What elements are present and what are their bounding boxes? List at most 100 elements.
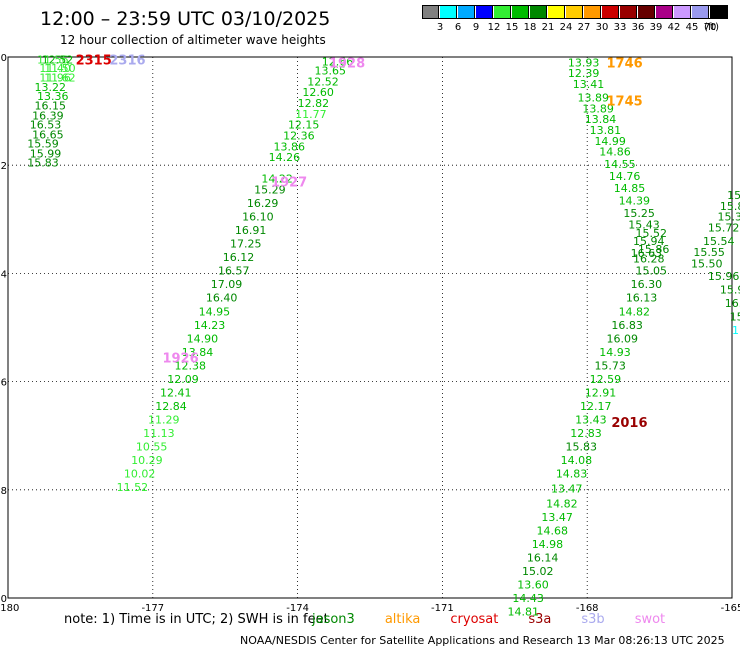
pass-time-label: 1927 xyxy=(271,175,307,190)
legend-swatch xyxy=(458,5,475,19)
wave-height-label: 16.39 xyxy=(32,109,64,122)
wave-height-label: 11.96 xyxy=(39,72,71,85)
wave-height-label: 16.53 xyxy=(30,119,62,132)
wave-height-label: 15.05 xyxy=(635,265,667,278)
wave-height-label: 13.41 xyxy=(573,78,605,91)
pass-time-label: 2016 xyxy=(611,416,647,431)
wave-height-label: 13.65 xyxy=(314,65,346,78)
wave-height-label: 12.60 xyxy=(302,86,334,99)
legend-swatch xyxy=(530,5,547,19)
wave-height-label: 15.86 xyxy=(638,243,670,256)
wave-height-label: 16.10 xyxy=(242,211,273,224)
wave-height-label: 14.86 xyxy=(599,146,631,159)
wave-height-label: 15.59 xyxy=(27,138,59,151)
satellite-name: swot xyxy=(634,612,666,627)
wave-height-label: 15.83 xyxy=(565,441,597,454)
wave-height-label: 15.50 xyxy=(691,258,723,271)
satellite-name: altika xyxy=(384,612,421,627)
wave-height-label: 13.84 xyxy=(585,113,617,126)
legend-swatch xyxy=(512,5,529,19)
legend-level-label: 12 xyxy=(487,22,501,33)
legend-swatch xyxy=(674,5,691,19)
lat-tick-label: -60 xyxy=(0,594,7,605)
legend-swatch xyxy=(476,5,493,19)
wave-height-label: 13.93 xyxy=(568,56,600,69)
lon-tick-label: -174 xyxy=(286,603,309,614)
wave-height-label: 14.55 xyxy=(604,158,636,171)
wave-height-label: 12.91 xyxy=(585,386,617,399)
wave-height-label: 13.47 xyxy=(541,511,573,524)
legend-level-label: 33 xyxy=(613,22,627,33)
legend-swatch xyxy=(440,5,457,19)
wave-height-label: 13.89 xyxy=(582,102,614,115)
wave-height-label: 11.62 xyxy=(44,72,75,85)
legend-swatch xyxy=(494,5,511,19)
wave-height-label: 13.43 xyxy=(575,413,607,426)
wave-height-label: 12.17 xyxy=(580,400,612,413)
footnote: note: 1) Time is in UTC; 2) SWH is in fe… xyxy=(64,612,329,627)
legend-swatch xyxy=(548,5,565,19)
wave-height-label: 13.84 xyxy=(182,346,214,359)
wave-height-label: 12.83 xyxy=(570,427,602,440)
map-frame xyxy=(7,56,733,599)
wave-height-label: 14.23 xyxy=(194,319,226,332)
wave-height-label: 15.55 xyxy=(693,246,725,259)
lon-tick-label: -177 xyxy=(141,603,164,614)
lon-tick-label: -180 xyxy=(0,603,19,614)
legend-swatch xyxy=(584,5,601,19)
lat-tick-label: -54 xyxy=(0,269,7,280)
chart-subtitle: 12 hour collection of altimeter wave hei… xyxy=(60,33,326,47)
wave-height-label: 12.52 xyxy=(307,75,339,88)
wave-height-label: 13.81 xyxy=(590,124,622,137)
lon-tick-label: -168 xyxy=(576,603,599,614)
legend-swatch xyxy=(566,5,583,19)
legend-swatch xyxy=(692,5,709,19)
wave-height-label: 16.14 xyxy=(527,551,559,564)
wave-height-label: 14.82 xyxy=(546,497,578,510)
wave-height-label: 16.29 xyxy=(247,197,278,210)
wave-height-label: 14.43 xyxy=(512,592,544,605)
wave-height-label: 14.85 xyxy=(614,182,646,195)
satellite-name: jason3 xyxy=(312,612,355,627)
wave-height-label: 13.89 xyxy=(578,92,610,105)
pass-time-label: 1928 xyxy=(329,56,365,71)
wave-height-label: 14.95 xyxy=(199,305,231,318)
wave-height-label: 14.68 xyxy=(537,524,569,537)
wave-height-label: 14.81 xyxy=(508,606,540,619)
wave-height-label: 16.30 xyxy=(631,278,663,291)
wave-height-label: 15.29 xyxy=(254,184,286,197)
satellite-name: cryosat xyxy=(450,612,499,627)
lat-tick-label: -58 xyxy=(0,486,7,497)
wave-height-label: 14.93 xyxy=(599,346,631,359)
lat-tick-label: -56 xyxy=(0,378,7,389)
wave-height-label: 15.52 xyxy=(635,227,667,240)
wave-height-label: 14.82 xyxy=(619,305,651,318)
legend-swatch xyxy=(638,5,655,19)
legend-swatch xyxy=(602,5,619,19)
wave-height-label: 16.57 xyxy=(218,265,250,278)
wave-height-label: 12.41 xyxy=(160,386,192,399)
legend-swatch xyxy=(422,5,439,19)
lon-tick-label: -171 xyxy=(431,603,454,614)
legend-level-label: 36 xyxy=(631,22,645,33)
wave-height-label: 15.02 xyxy=(522,565,554,578)
wave-height-label: 16.63 xyxy=(631,247,663,260)
wave-height-label: 13.60 xyxy=(517,578,549,591)
satellite-name: s3b xyxy=(581,612,605,627)
wave-height-label: 14.90 xyxy=(187,332,219,345)
wave-height-label: 16.65 xyxy=(32,128,64,141)
wave-height-label: 11.40 xyxy=(39,62,71,75)
legend-level-label: 30 xyxy=(595,22,609,33)
legend-level-label: 6 xyxy=(454,22,462,33)
wave-height-label: 10.29 xyxy=(131,454,163,467)
wave-height-label: 11.13 xyxy=(143,427,175,440)
wave-height-label: 12.38 xyxy=(175,359,207,372)
lat-tick-label: -52 xyxy=(0,161,7,172)
lon-tick-label: -165 xyxy=(721,603,740,614)
legend-swatch xyxy=(710,5,727,19)
wave-height-label: 12.15 xyxy=(288,119,320,132)
wave-height-label: 10.55 xyxy=(136,441,168,454)
wave-height-label: 1 xyxy=(732,324,739,337)
wave-height-label: 15.25 xyxy=(623,207,655,220)
